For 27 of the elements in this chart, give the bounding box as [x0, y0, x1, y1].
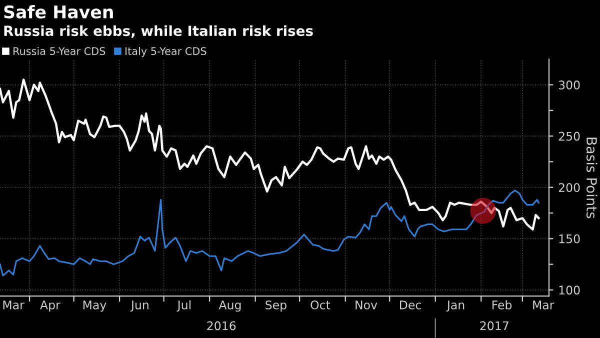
legend-label: Italy 5-Year CDS — [126, 46, 206, 58]
x-tick-label: Mar — [533, 300, 554, 310]
y-tick-label: 150 — [559, 234, 580, 244]
y-tick-label: 200 — [558, 183, 580, 192]
legend-label: Russia 5-Year CDS — [14, 46, 106, 56]
x-tick-label: Aug — [218, 300, 241, 312]
x-tick-label: Oct — [310, 300, 330, 310]
x-tick-label: Sep — [266, 300, 286, 312]
x-tick-label: Jun — [130, 300, 148, 312]
chart-subtitle: Russia risk ebbs, while Italian risk rises — [4, 25, 313, 38]
x-tick-label: Feb — [492, 300, 512, 310]
line-series — [0, 78, 540, 231]
y-tick-label: 250 — [558, 132, 580, 141]
x-tick-label: Mar — [3, 300, 24, 310]
line-series — [0, 190, 540, 276]
x-tick-label: Jan — [446, 300, 464, 312]
chart-title: Safe Haven — [4, 5, 113, 19]
x-tick-label: Jul — [176, 300, 190, 312]
x-tick-label: Dec — [400, 300, 421, 310]
y-tick-label: 300 — [558, 80, 580, 90]
x2-tick-label: 2016 — [207, 321, 236, 330]
y-axis-title: Basis Points — [586, 138, 598, 218]
x-tick-label: Apr — [40, 300, 60, 312]
x-tick-label: May — [83, 300, 106, 312]
x-tick-label: Nov — [356, 300, 378, 310]
x2-tick-label: 2017 — [480, 321, 508, 330]
y-tick-label: 100 — [559, 286, 580, 295]
